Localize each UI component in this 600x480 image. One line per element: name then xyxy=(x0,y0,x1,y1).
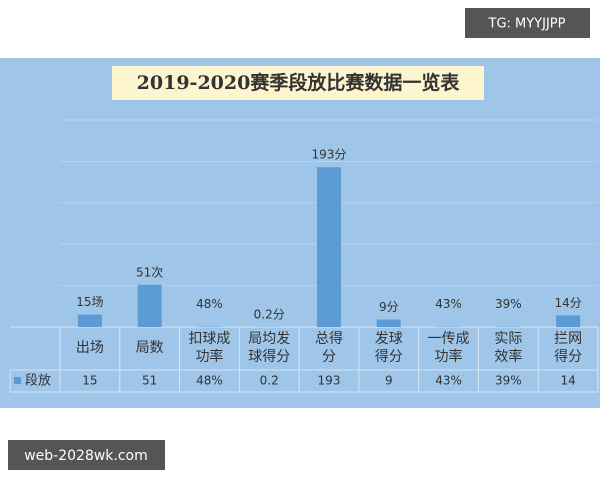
x-tick-label: 拦网得分 xyxy=(554,331,582,365)
x-tick-label: 局均发球得分 xyxy=(248,331,290,365)
table-value: 9 xyxy=(385,374,393,388)
watermark-box xyxy=(465,8,590,38)
data-label: 39% xyxy=(495,297,522,311)
x-tick-label: 扣球成功率 xyxy=(188,331,230,365)
data-label: 43% xyxy=(435,297,462,311)
data-label: 14分 xyxy=(554,296,581,310)
table-value: 43% xyxy=(435,374,462,388)
x-tick-label: 一传成功率 xyxy=(428,331,470,365)
bar xyxy=(77,314,102,327)
bar xyxy=(376,319,401,327)
legend-label: 段放 xyxy=(25,374,51,389)
table-value: 15 xyxy=(82,374,97,388)
chart-background xyxy=(0,58,600,408)
table-value: 14 xyxy=(560,374,575,388)
data-label: 0.2分 xyxy=(254,307,285,321)
legend-swatch xyxy=(14,377,21,384)
data-label: 9分 xyxy=(379,300,399,314)
bar xyxy=(317,167,341,327)
x-tick-label: 实际效率 xyxy=(494,331,522,365)
x-tick-label: 发球得分 xyxy=(375,331,403,365)
x-tick-label: 局数 xyxy=(136,340,164,356)
table-value: 39% xyxy=(495,374,522,388)
table-value: 193 xyxy=(318,374,341,388)
data-label: 15场 xyxy=(76,295,103,309)
data-label: 48% xyxy=(196,297,223,311)
chart-title: 2019-2020赛季段放比赛数据一览表 xyxy=(137,71,461,94)
table-value: 48% xyxy=(196,374,223,388)
x-tick-label: 总得分 xyxy=(315,330,343,365)
bar xyxy=(137,284,162,327)
title-box xyxy=(112,66,484,100)
watermark: TG: MYYJJPP xyxy=(488,17,566,32)
x-tick-label: 出场 xyxy=(76,340,104,356)
table-value: 51 xyxy=(142,374,157,388)
data-label: 193分 xyxy=(312,148,347,162)
watermark-box xyxy=(8,440,165,470)
table-value: 0.2 xyxy=(260,374,279,388)
data-label: 51次 xyxy=(136,265,163,279)
bar xyxy=(556,315,581,327)
watermark: web-2028wk.com xyxy=(24,448,148,464)
